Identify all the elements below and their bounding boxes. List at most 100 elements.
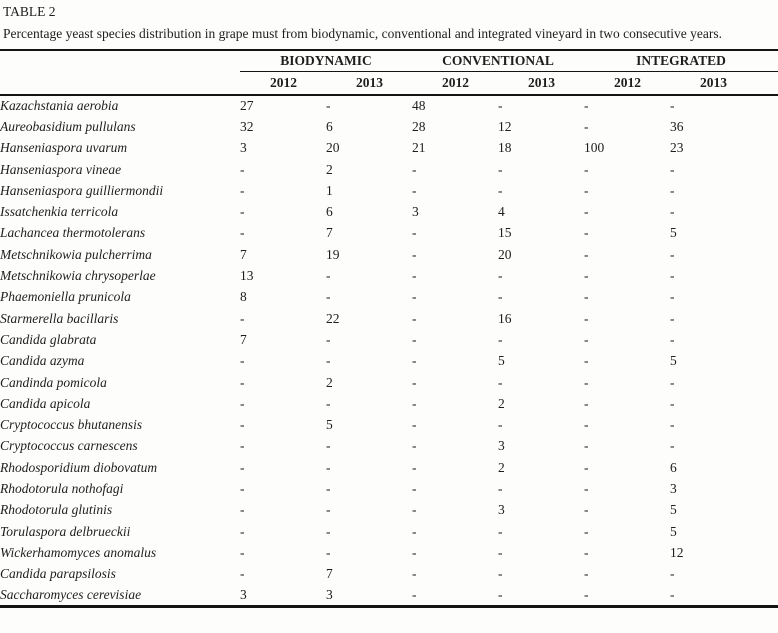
value-cell: 4 [498, 204, 505, 220]
value-cell: - [412, 502, 417, 518]
value-cell: - [498, 544, 503, 560]
value-cell: 21 [412, 140, 426, 156]
value-cell: 12 [670, 544, 684, 560]
value-cell: - [240, 480, 245, 496]
value-cell: - [412, 268, 417, 284]
species-name: Metschnikowia chrysoperlae [0, 268, 156, 284]
year-header: 2012 [584, 71, 671, 96]
value-cell: - [412, 395, 417, 411]
value-cell: 2 [498, 395, 505, 411]
table-row: Torulaspora delbrueckii - - - - - 5 [0, 521, 778, 542]
value-cell: - [670, 289, 675, 305]
table-row: Candida azyma - - - 5 - 5 [0, 351, 778, 372]
value-cell: - [240, 417, 245, 433]
value-cell: - [584, 118, 589, 134]
value-cell: 7 [326, 566, 333, 582]
table-row: Hanseniaspora vineae - 2 - - - - [0, 159, 778, 180]
value-cell: - [584, 586, 589, 602]
value-cell: - [240, 353, 245, 369]
value-cell: 3 [240, 586, 247, 602]
value-cell: 1 [326, 182, 333, 198]
value-cell: - [670, 374, 675, 390]
value-cell: - [498, 268, 503, 284]
value-cell: - [412, 523, 417, 539]
value-cell: 36 [670, 118, 684, 134]
year-header: 2013 [326, 71, 413, 96]
value-cell: 19 [326, 246, 340, 262]
value-cell: - [498, 523, 503, 539]
value-cell: 3 [498, 502, 505, 518]
value-cell: - [412, 246, 417, 262]
value-cell: - [670, 161, 675, 177]
table-row: Starmerella bacillaris - 22 - 16 - - [0, 308, 778, 329]
value-cell: - [670, 182, 675, 198]
value-cell: 2 [498, 459, 505, 475]
species-name: Hanseniaspora uvarum [0, 140, 128, 156]
value-cell: - [498, 182, 503, 198]
value-cell: - [412, 182, 417, 198]
value-cell: - [326, 480, 331, 496]
value-cell: - [584, 438, 589, 454]
value-cell: - [670, 395, 675, 411]
value-cell: - [326, 459, 331, 475]
value-cell: - [240, 523, 245, 539]
species-name: Hanseniaspora vineae [0, 161, 122, 177]
value-cell: - [584, 289, 589, 305]
value-cell: 32 [240, 118, 254, 134]
value-cell: - [240, 204, 245, 220]
value-cell: 2 [326, 161, 333, 177]
value-cell: 7 [240, 331, 247, 347]
species-name: Torulaspora delbrueckii [0, 523, 131, 539]
table-row: Kazachstania aerobia 27 - 48 - - - [0, 95, 778, 116]
species-name: Candinda pomicola [0, 374, 107, 390]
year-header: 2013 [498, 71, 585, 96]
value-cell: 20 [326, 140, 340, 156]
value-cell: - [584, 417, 589, 433]
year-header: 2013 [670, 71, 778, 96]
value-cell: - [498, 331, 503, 347]
species-name: Candida glabrata [0, 331, 97, 347]
value-cell: - [412, 544, 417, 560]
species-name: Saccharomyces cerevisiae [0, 586, 142, 602]
table-row: Issatchenkia terricola - 6 3 4 - - [0, 201, 778, 222]
value-cell: - [240, 310, 245, 326]
table-row: Wickerhamomyces anomalus - - - - - 12 [0, 542, 778, 563]
species-name: Cryptococcus carnescens [0, 438, 138, 454]
value-cell: - [498, 374, 503, 390]
species-name: Cryptococcus bhutanensis [0, 417, 143, 433]
species-name: Starmerella bacillaris [0, 310, 119, 326]
value-cell: 3 [326, 586, 333, 602]
corner-cell [0, 71, 240, 96]
value-cell: - [584, 566, 589, 582]
value-cell: - [670, 417, 675, 433]
value-cell: - [412, 417, 417, 433]
value-cell: - [412, 438, 417, 454]
group-header-conventional: CONVENTIONAL [412, 50, 585, 72]
value-cell: 3 [240, 140, 247, 156]
table-row: Rhodotorula glutinis - - - 3 - 5 [0, 500, 778, 521]
table-label: TABLE 2 [3, 4, 56, 19]
value-cell: 2 [326, 374, 333, 390]
value-cell: - [584, 331, 589, 347]
value-cell: - [326, 395, 331, 411]
table-row: Candida glabrata 7 - - - - - [0, 329, 778, 350]
value-cell: - [584, 544, 589, 560]
group-header-biodynamic: BIODYNAMIC [240, 50, 413, 72]
value-cell: - [498, 417, 503, 433]
value-cell: - [670, 310, 675, 326]
species-name: Phaemoniella prunicola [0, 289, 131, 305]
species-name: Aureobasidium pullulans [0, 118, 136, 134]
yeast-distribution-table: BIODYNAMIC CONVENTIONAL INTEGRATED 2012 201… [0, 49, 778, 608]
value-cell: 13 [240, 268, 254, 284]
species-name: Candida azyma [0, 353, 85, 369]
value-cell: - [412, 353, 417, 369]
table-row: Aureobasidium pullulans 32 6 28 12 - 36 [0, 116, 778, 137]
table-body: Kazachstania aerobia 27-48- - - Aureobasidiu… [0, 95, 778, 606]
value-cell: 3 [670, 480, 677, 496]
value-cell: - [670, 268, 675, 284]
value-cell: - [326, 268, 331, 284]
value-cell: 6 [326, 204, 333, 220]
value-cell: - [584, 225, 589, 241]
table-row: Hanseniaspora guilliermondii - 1 - - - - [0, 180, 778, 201]
